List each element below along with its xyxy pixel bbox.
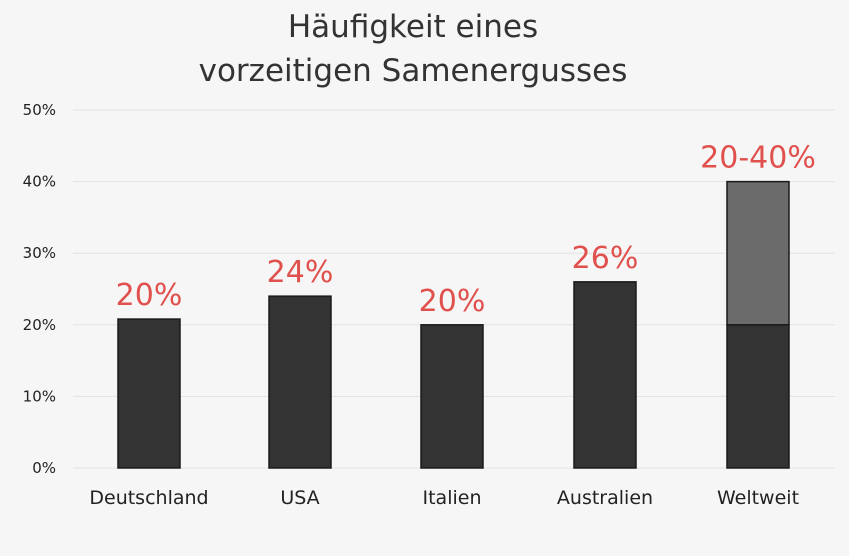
data-label: 24% [267,255,334,290]
x-tick-label: Deutschland [89,487,208,509]
chart-title-line-1: Häufigkeit eines [288,9,538,45]
data-labels: 20% 24% 20% 26% 20-40% [116,141,816,319]
bar [117,318,181,469]
x-tick-label: Australien [557,487,653,509]
data-label: 20% [116,278,183,313]
bar [573,281,637,469]
y-tick-label: 50% [23,101,56,119]
data-label: 26% [572,241,639,276]
x-tick-label: USA [280,487,319,509]
x-tick-label: Weltweit [717,487,799,509]
y-tick-label: 20% [23,316,56,334]
chart-title: Häufigkeit eines vorzeitigen Samenerguss… [199,9,628,89]
chart-title-line-2: vorzeitigen Samenergusses [199,53,628,89]
y-tick-label: 40% [23,173,56,191]
bars [117,180,790,469]
y-tick-label: 10% [23,387,56,405]
bar [726,324,790,469]
data-label: 20% [419,284,486,319]
y-axis-tick-labels: 0% 10% 20% 30% 40% 50% [23,101,56,477]
data-label: 20-40% [700,141,816,176]
bar-range-segment [726,180,790,326]
bar [268,295,332,469]
x-axis-tick-labels: Deutschland USA Italien Australien Weltweit [89,487,799,509]
bar [420,324,484,469]
y-tick-label: 0% [32,459,56,477]
x-tick-label: Italien [423,487,482,509]
y-tick-label: 30% [23,244,56,262]
